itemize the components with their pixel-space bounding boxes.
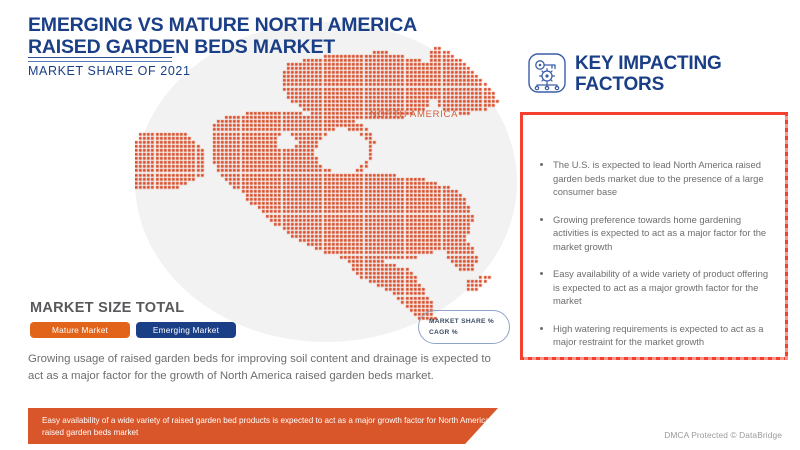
market-size-heading: MARKET SIZE TOTAL xyxy=(30,300,185,316)
metric-badge: MARKET SHARE % CAGR % xyxy=(418,310,510,344)
bullet-icon xyxy=(540,163,544,167)
legend-chip-emerging-market[interactable]: Emerging Market xyxy=(136,322,236,338)
footer-copyright: DMCA Protected © DataBridge xyxy=(664,430,782,440)
title-divider xyxy=(28,57,172,58)
title-divider-secondary xyxy=(28,61,172,62)
key-factors-box xyxy=(520,112,788,360)
page-title: EMERGING VS MATURE NORTH AMERICA RAISED … xyxy=(28,14,417,58)
metric-market-share-label: MARKET SHARE % xyxy=(429,318,495,325)
list-item: High watering requirements is expected t… xyxy=(540,322,772,349)
map-region-label: NORTH AMERICA xyxy=(370,109,459,120)
list-item: Growing preference towards home gardenin… xyxy=(540,213,772,254)
list-item-text: Easy availability of a wide variety of p… xyxy=(553,268,769,306)
north-america-dot-map xyxy=(135,22,517,342)
list-item-text: High watering requirements is expected t… xyxy=(553,322,764,348)
market-legend: Mature Market Emerging Market xyxy=(30,322,236,338)
key-factors-list: The U.S. is expected to lead North Ameri… xyxy=(540,158,772,363)
page-subtitle: MARKET SHARE OF 2021 xyxy=(28,64,191,78)
bullet-icon xyxy=(540,217,544,221)
list-item: Easy availability of a wide variety of p… xyxy=(540,267,772,308)
metric-cagr-label: CAGR % xyxy=(429,329,458,336)
list-item-text: The U.S. is expected to lead North Ameri… xyxy=(553,159,764,197)
legend-chip-mature-market[interactable]: Mature Market xyxy=(30,322,130,338)
bullet-icon xyxy=(540,272,544,276)
summary-paragraph: Growing usage of raised garden beds for … xyxy=(28,353,491,382)
highlight-banner: Easy availability of a wide variety of r… xyxy=(28,408,498,444)
list-item: The U.S. is expected to lead North Ameri… xyxy=(540,158,772,199)
list-item-text: Growing preference towards home gardenin… xyxy=(553,213,767,252)
bullet-icon xyxy=(540,326,544,330)
key-gear-network-icon xyxy=(527,52,567,94)
key-factors-title: KEY IMPACTING FACTORS xyxy=(575,53,722,95)
